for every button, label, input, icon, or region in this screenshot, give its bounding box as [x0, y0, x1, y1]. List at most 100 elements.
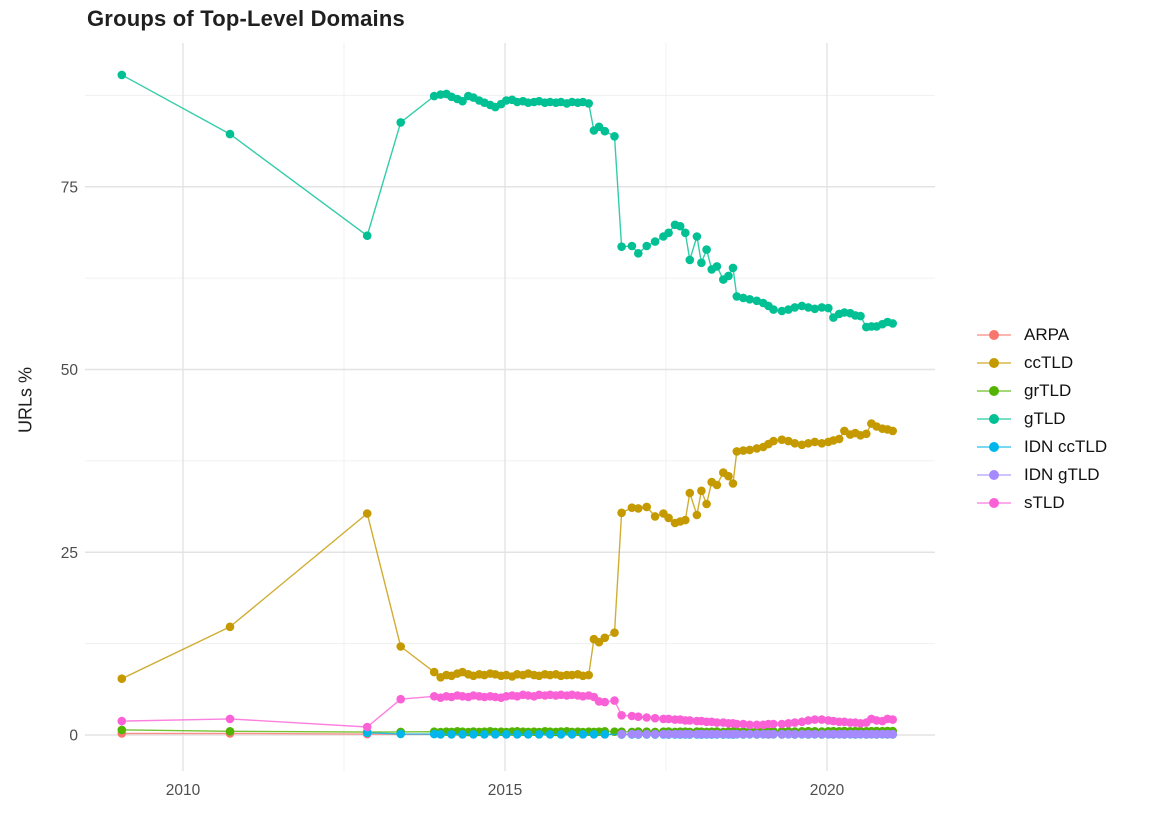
data-point [745, 729, 754, 739]
data-point [642, 729, 651, 739]
legend-marker-grtld-icon [977, 386, 1011, 396]
data-point [804, 716, 813, 725]
legend-item-stld: sTLD [976, 489, 1107, 517]
data-point [617, 711, 626, 720]
data-point [712, 718, 722, 727]
legend-item-idn-cctld: IDN ccTLD [976, 433, 1107, 461]
legend: ARPA ccTLD grTLD gTLD IDN ccTLD IDN gTLD sTLD [976, 321, 1107, 517]
data-point [739, 446, 748, 455]
data-point [447, 730, 456, 739]
data-point [739, 719, 748, 729]
data-point [627, 503, 637, 512]
legend-label-idn-gtld: IDN gTLD [1024, 465, 1100, 484]
data-point [732, 729, 742, 739]
data-point [769, 305, 778, 314]
data-point [600, 633, 610, 643]
data-point [675, 221, 685, 231]
data-point [225, 714, 235, 724]
data-point [664, 729, 673, 739]
legend-label-idn-cctld: IDN ccTLD [1024, 437, 1108, 456]
data-point [429, 692, 439, 701]
data-point [712, 480, 722, 490]
data-point [578, 730, 588, 739]
data-point [610, 696, 619, 705]
data-point [617, 508, 626, 518]
data-point [797, 717, 807, 727]
data-point [732, 719, 742, 729]
data-point [685, 729, 695, 739]
data-point [702, 499, 711, 509]
legend-item-gtld: gTLD [976, 405, 1107, 433]
data-point [534, 730, 544, 739]
legend-dot [989, 330, 999, 340]
data-point [685, 488, 695, 498]
data-point [790, 439, 800, 448]
data-point [888, 729, 897, 739]
data-point [810, 715, 820, 724]
data-point [650, 237, 660, 246]
chart-title: Groups of Top-Level Domains [87, 6, 405, 31]
data-point [634, 712, 643, 721]
data-point [642, 713, 651, 722]
legend-dot [989, 386, 999, 396]
y-tick-label-25: 25 [61, 545, 78, 562]
legend-label-gtld: gTLD [1024, 409, 1066, 428]
data-point [745, 295, 754, 304]
data-point [436, 730, 445, 739]
data-point [491, 730, 500, 739]
data-point [610, 132, 619, 141]
data-point [627, 729, 637, 739]
data-point [225, 622, 235, 632]
data-point [480, 730, 489, 739]
legend-marker-idn-gtld-icon [977, 470, 1011, 480]
y-tick-label-0: 0 [69, 728, 78, 745]
data-point [610, 628, 619, 637]
series-cctld-line [121, 422, 893, 680]
data-point [650, 729, 660, 739]
data-point [712, 729, 722, 739]
data-point [804, 303, 813, 312]
data-point [732, 447, 742, 456]
data-point [739, 729, 748, 739]
data-point [567, 730, 577, 739]
data-point [724, 471, 733, 481]
legend-dot [989, 442, 999, 452]
legend-dot [989, 470, 999, 480]
data-point [523, 730, 533, 739]
data-point [117, 70, 127, 80]
data-point [642, 241, 651, 251]
data-point [777, 306, 787, 316]
data-point [664, 228, 673, 238]
data-point [642, 502, 651, 512]
data-point [817, 715, 827, 724]
data-point [790, 303, 800, 312]
data-point [777, 435, 787, 445]
data-point [362, 509, 372, 518]
series-cctld-points [117, 419, 897, 683]
data-point [225, 727, 235, 736]
data-point [769, 719, 778, 729]
data-point [790, 718, 800, 727]
data-point [362, 722, 372, 732]
series-stld-points [117, 690, 897, 732]
data-point [634, 249, 643, 258]
y-tick-label-50: 50 [61, 362, 79, 379]
data-point [692, 510, 702, 520]
data-point [584, 670, 593, 680]
data-point [664, 714, 673, 724]
data-point [117, 716, 127, 726]
data-point [429, 667, 439, 677]
legend-item-arpa: ARPA [976, 321, 1107, 349]
data-point [888, 715, 897, 724]
legend-marker-stld-icon [977, 498, 1011, 508]
series-gtld-line [121, 74, 893, 328]
data-point [784, 719, 793, 728]
data-point [429, 729, 439, 739]
data-point [769, 436, 778, 446]
data-point [362, 231, 372, 240]
data-point [804, 729, 813, 739]
data-point [627, 711, 637, 721]
data-point [681, 228, 690, 238]
data-point [396, 118, 406, 127]
data-point [888, 426, 897, 436]
